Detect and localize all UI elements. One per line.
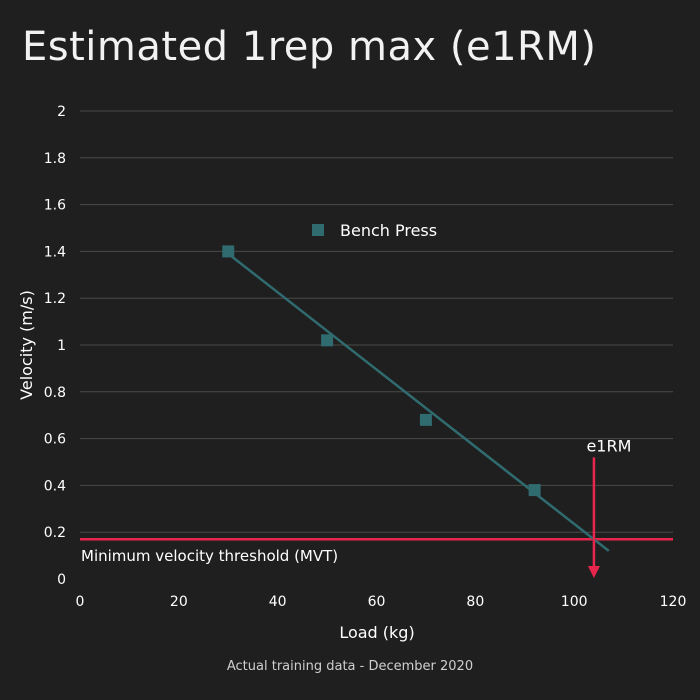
x-tick-label: 120 xyxy=(660,594,687,610)
x-tick-label: 100 xyxy=(561,594,588,610)
footer-caption: Actual training data - December 2020 xyxy=(226,659,474,674)
y-tick-label: 1.8 xyxy=(44,151,66,167)
y-tick-label: 0.4 xyxy=(44,478,66,494)
y-tick-label: 1.4 xyxy=(44,244,66,260)
data-point xyxy=(321,334,334,347)
y-tick-label: 1.2 xyxy=(44,291,66,307)
y-tick-label: 0.2 xyxy=(44,525,66,541)
legend-swatch-bench-press xyxy=(312,224,324,236)
data-point xyxy=(528,484,541,497)
x-tick-label: 80 xyxy=(466,594,484,610)
e1rm-layer: e1RM xyxy=(586,436,631,578)
mvt-label: Minimum velocity threshold (MVT) xyxy=(81,547,338,565)
legend: Bench Press xyxy=(312,221,437,240)
legend-label-bench-press: Bench Press xyxy=(340,221,437,240)
x-tick-label: 0 xyxy=(76,594,85,610)
x-tick-label: 20 xyxy=(170,594,188,610)
x-tick-label: 60 xyxy=(368,594,386,610)
y-tick-label: 0 xyxy=(57,572,66,588)
y-tick-label: 1 xyxy=(57,338,66,354)
x-axis-ticks: 0 20 40 60 80 100 120 xyxy=(76,594,687,610)
y-tick-label: 2 xyxy=(57,104,66,120)
y-tick-label: 1.6 xyxy=(44,198,66,214)
data-point xyxy=(419,413,432,426)
chart-title: Estimated 1rep max (e1RM) xyxy=(22,24,597,70)
y-tick-label: 0.6 xyxy=(44,432,66,448)
trendline-layer xyxy=(227,252,610,552)
data-point xyxy=(222,245,235,258)
x-tick-label: 40 xyxy=(269,594,287,610)
e1rm-arrow-head xyxy=(587,566,600,578)
y-axis-label: Velocity (m/s) xyxy=(17,290,36,400)
mvt-layer: Minimum velocity threshold (MVT) xyxy=(80,537,673,565)
grid-layer xyxy=(80,110,673,533)
x-axis-label: Load (kg) xyxy=(339,623,414,642)
data-points-layer xyxy=(222,245,541,497)
e1rm-label: e1RM xyxy=(586,436,631,455)
y-axis-ticks: 0 0.2 0.4 0.6 0.8 1 1.2 1.4 1.6 1.8 2 xyxy=(44,104,66,588)
trendline xyxy=(227,252,610,552)
y-tick-label: 0.8 xyxy=(44,385,66,401)
